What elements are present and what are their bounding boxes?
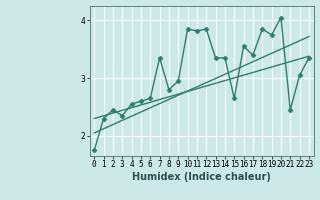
X-axis label: Humidex (Indice chaleur): Humidex (Indice chaleur) <box>132 172 271 182</box>
